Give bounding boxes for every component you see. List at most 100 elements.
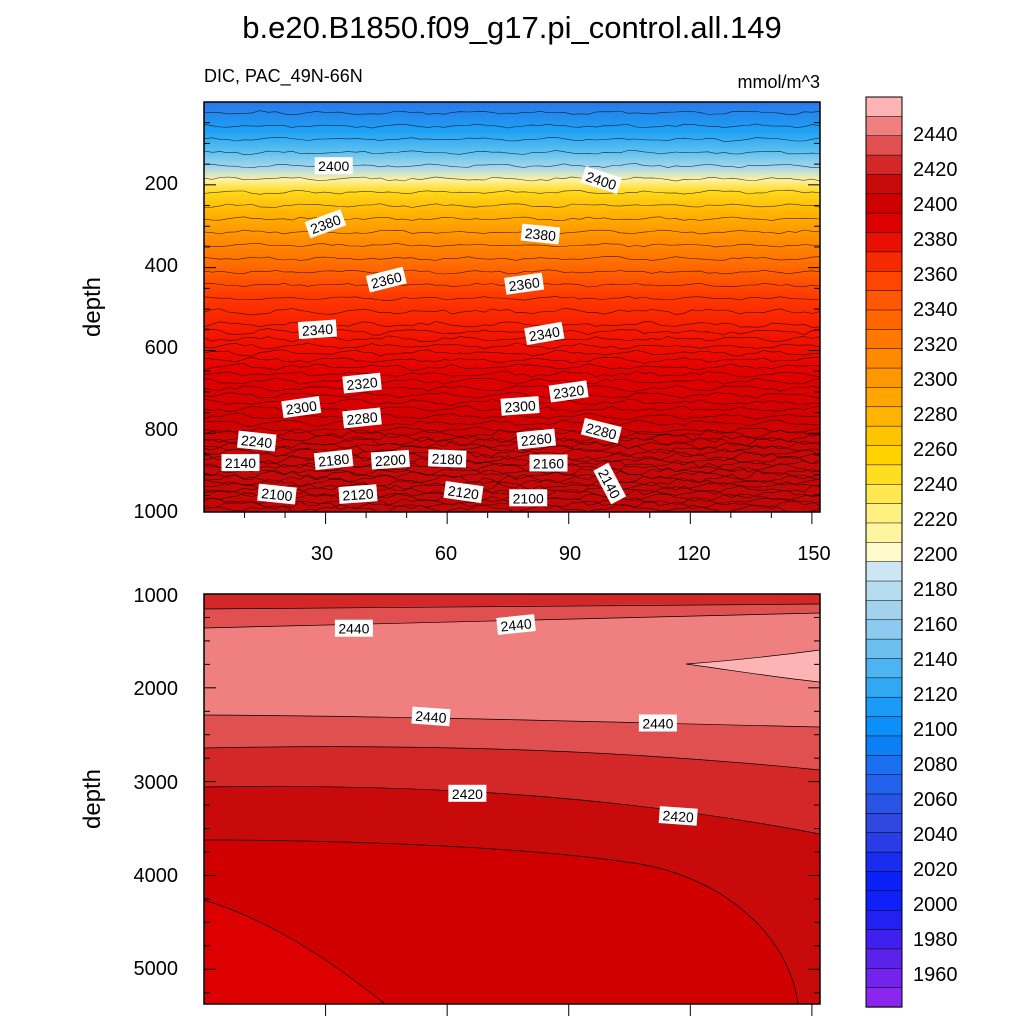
contour-label-box (529, 454, 568, 472)
contour-label-box (313, 449, 354, 471)
colorbar-label: 1960 (913, 964, 958, 986)
contour-label: 2440 (334, 619, 373, 637)
band-2410 (204, 594, 820, 609)
contour-label-box (342, 372, 382, 394)
colorbar-label: 2420 (913, 159, 958, 181)
colorbar-swatch (865, 483, 903, 505)
contour-line (204, 432, 820, 443)
top-contour-fill (204, 102, 820, 512)
contour-label: 2280 (580, 417, 622, 444)
colorbar-label: 2340 (913, 299, 958, 321)
band-2460 (686, 650, 820, 682)
colorbar-swatch (865, 367, 903, 389)
contour-line (204, 459, 820, 469)
colorbar-label: 2300 (913, 369, 958, 391)
colorbar-swatch (865, 542, 903, 563)
y-tick-label: 800 (145, 419, 178, 441)
contour-line (204, 349, 820, 357)
contour-line (204, 216, 820, 221)
band-2440 (204, 613, 820, 727)
contour-line (204, 342, 820, 350)
contour-label-box (548, 380, 589, 403)
contour-label-box (342, 407, 382, 429)
colorbar-swatch (865, 871, 903, 892)
contour-label-text: 2200 (374, 451, 406, 469)
colorbar-swatch (865, 813, 903, 834)
contour-label-text: 2160 (533, 456, 564, 472)
colorbar-swatch (865, 387, 903, 408)
y-tick-label: 1000 (134, 585, 179, 607)
contour-label: 2440 (496, 614, 536, 635)
contour-line (204, 440, 820, 451)
bottom-contour-labels: 2440 2440 2440 2440 2420 2420 (334, 614, 698, 826)
top-x-tick-labels: 30 60 90 120 150 (311, 543, 831, 565)
contour-line (204, 481, 820, 492)
colorbar-label: 2000 (913, 894, 958, 916)
contour-line (204, 123, 820, 129)
colorbar-label: 2080 (913, 754, 958, 776)
y-tick-label: 3000 (134, 772, 179, 794)
contour-line (204, 436, 820, 447)
contour-line (204, 137, 820, 142)
contour-label-text: 2300 (285, 397, 318, 417)
x-tick-label: 30 (311, 543, 333, 565)
contour-line (204, 477, 820, 488)
colorbar-label: 2280 (913, 404, 958, 426)
colorbar-swatch (865, 638, 903, 660)
contour-label-text: 2340 (301, 321, 333, 339)
colorbar-label: 2380 (913, 229, 958, 251)
contour-label-box (524, 321, 565, 346)
colorbar-label: 2240 (913, 474, 958, 496)
colorbar-swatch (865, 774, 903, 795)
colorbar-swatch (865, 561, 903, 582)
contour-label-text: 2380 (524, 225, 557, 244)
colorbar-swatch (865, 755, 903, 776)
band-2400-deep (204, 900, 385, 1004)
colorbar-swatch (865, 503, 903, 524)
contour-label: 2360 (365, 266, 407, 293)
bottom-contour-fill (204, 594, 820, 1004)
colorbar-label: 2160 (913, 614, 958, 636)
contour-label-text: 2320 (552, 382, 585, 402)
contour-line (204, 391, 820, 399)
colorbar-label: 2040 (913, 824, 958, 846)
y-tick-label: 4000 (134, 865, 179, 887)
contour-label-box (365, 266, 407, 293)
contour-label: 2120 (338, 484, 378, 504)
colorbar-swatch (865, 406, 903, 427)
colorbar-label: 2440 (913, 124, 958, 146)
contour-line (204, 377, 820, 385)
contour-label-box (297, 319, 338, 340)
contour-line (204, 229, 820, 235)
contour-line (204, 839, 799, 1004)
units-subtitle: mmol/m^3 (738, 72, 820, 92)
contour-label: 2240 (236, 430, 277, 452)
contour-label-box (314, 157, 353, 175)
contour-label-box (516, 428, 557, 450)
contour-label: 2440 (638, 714, 677, 732)
colorbar-swatch (865, 116, 903, 137)
contour-label-text: 2360 (369, 269, 403, 292)
colorbar-swatch (865, 464, 903, 485)
top-axis-ticks (204, 101, 820, 524)
colorbar-swatch (865, 329, 903, 350)
colorbar-label: 2180 (913, 579, 958, 601)
contour-label: 2200 (370, 449, 410, 470)
contour-label-text: 2440 (642, 716, 673, 732)
contour-label-text: 2440 (500, 615, 533, 634)
colorbar-swatch (865, 619, 903, 640)
top-y-axis-label: depth (79, 277, 106, 337)
colorbar-swatch (865, 348, 903, 369)
colorbar-swatch (865, 696, 903, 718)
colorbar-swatch (865, 987, 903, 1008)
contour-line (204, 296, 820, 301)
contour-label-text: 2360 (508, 274, 541, 294)
contour-label-text: 2440 (338, 621, 369, 637)
chart-title: b.e20.B1850.f09_g17.pi_control.all.149 (242, 10, 782, 45)
contour-line (204, 176, 820, 182)
contour-label-box (658, 806, 698, 826)
colorbar-swatch (865, 658, 903, 679)
colorbar-label: 2100 (913, 719, 958, 741)
contour-line (204, 786, 820, 835)
colorbar-label: 2120 (913, 684, 958, 706)
